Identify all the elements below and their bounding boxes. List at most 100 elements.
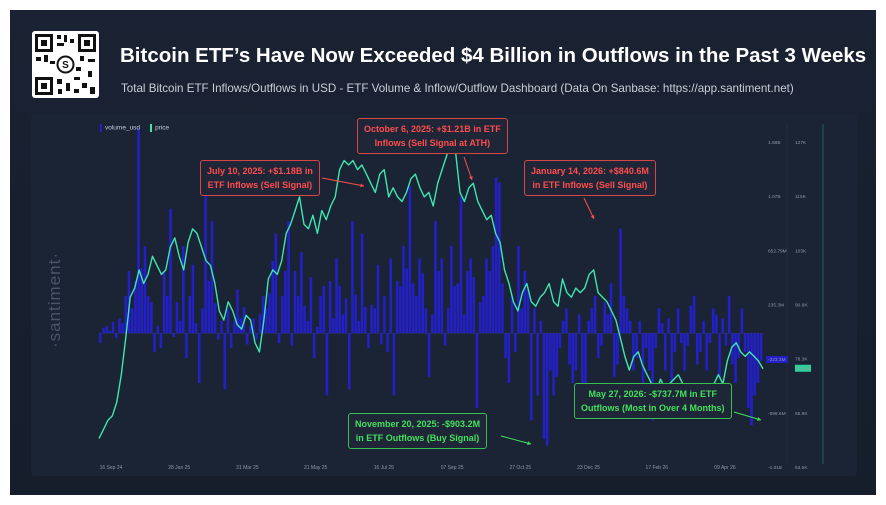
x-tick-label: 16 Jul 25 bbox=[374, 465, 395, 471]
volume-bar bbox=[705, 333, 709, 371]
annotation-january-2026: January 14, 2026: +$840.6M in ETF Inflow… bbox=[524, 160, 656, 196]
volume-bar bbox=[408, 186, 412, 334]
volume-axis-tick: -599.6M bbox=[768, 411, 786, 417]
volume-bar bbox=[558, 333, 562, 349]
volume-bar bbox=[146, 295, 150, 334]
volume-bar bbox=[258, 314, 262, 334]
volume-bar bbox=[536, 333, 539, 396]
annotation-january-line1: January 14, 2026: +$840.6M bbox=[531, 166, 649, 176]
legend-swatch-volume bbox=[100, 124, 102, 132]
volume-bar bbox=[529, 333, 533, 421]
qr-code-graphic: S bbox=[35, 34, 96, 95]
volume-bar bbox=[635, 333, 638, 359]
santiment-watermark: ·santiment· bbox=[45, 251, 64, 349]
volume-bar bbox=[236, 289, 239, 334]
current-volume-label: -223.3M bbox=[768, 357, 786, 363]
volume-bar bbox=[568, 333, 571, 365]
volume-bar bbox=[338, 285, 341, 334]
volume-bar bbox=[731, 333, 734, 365]
volume-bar bbox=[609, 283, 613, 334]
volume-bar bbox=[443, 333, 447, 346]
volume-bar bbox=[539, 320, 543, 334]
volume-bar bbox=[114, 333, 118, 339]
volume-bar bbox=[249, 325, 252, 334]
volume-bar bbox=[290, 333, 294, 346]
volume-bar bbox=[459, 196, 463, 334]
volume-bar bbox=[501, 283, 504, 334]
annotation-october-line2: Inflows (Sell Signal at ATH) bbox=[374, 138, 491, 148]
volume-bar bbox=[185, 333, 188, 359]
price-axis-tick: 103K bbox=[795, 248, 807, 254]
annotation-october-2025: October 6, 2025: +$1.21B in ETF Inflows … bbox=[357, 118, 508, 154]
volume-bar bbox=[322, 285, 326, 334]
volume-bar bbox=[734, 333, 737, 384]
volume-bar bbox=[325, 333, 329, 396]
volume-bar bbox=[450, 246, 453, 334]
volume-bar bbox=[351, 221, 354, 334]
volume-bar bbox=[188, 295, 191, 334]
volume-bar bbox=[233, 320, 236, 334]
volume-bar bbox=[319, 295, 322, 334]
volume-bar bbox=[220, 320, 223, 334]
price-axis-tick: 78.3K bbox=[795, 357, 808, 363]
legend: volume_usd price bbox=[100, 124, 169, 132]
volume-bar bbox=[507, 333, 511, 384]
volume-bar bbox=[150, 302, 153, 334]
x-tick-label: 09 Apr 26 bbox=[714, 465, 736, 471]
arrow-october-head bbox=[469, 176, 473, 180]
volume-bar bbox=[344, 298, 348, 334]
volume-bar bbox=[667, 318, 670, 334]
volume-bar bbox=[711, 308, 715, 334]
volume-bar bbox=[456, 283, 460, 334]
current-price-label: 73.3K bbox=[797, 366, 810, 372]
volume-bar bbox=[695, 333, 699, 365]
volume-bar bbox=[392, 333, 396, 396]
volume-bar bbox=[178, 320, 182, 334]
volume-bar bbox=[491, 246, 495, 334]
volume-bar bbox=[280, 295, 284, 334]
volume-bar bbox=[370, 304, 373, 334]
volume-bar bbox=[99, 333, 102, 344]
arrow-october bbox=[463, 156, 473, 181]
volume-bar bbox=[574, 333, 578, 371]
volume-bar bbox=[156, 325, 160, 334]
volume-bar bbox=[140, 268, 144, 334]
chart-svg: 16 Sep 24 28 Jan 25 31 Mar 25 21 May 25 16 J… bbox=[98, 124, 824, 471]
volume-bar bbox=[277, 333, 281, 344]
volume-bar bbox=[367, 333, 370, 349]
volume-bar bbox=[644, 333, 648, 349]
legend-item-price[interactable]: price bbox=[150, 124, 169, 132]
volume-bar bbox=[750, 333, 753, 426]
volume-bar bbox=[616, 333, 619, 365]
volume-bar bbox=[143, 246, 147, 334]
volume-bar bbox=[434, 221, 437, 334]
legend-item-volume[interactable]: volume_usd bbox=[100, 124, 140, 132]
arrow-july-head bbox=[360, 183, 364, 188]
price-axis-tick: 53.5K bbox=[795, 465, 808, 471]
volume-bar bbox=[172, 333, 175, 337]
arrow-january-head bbox=[590, 215, 595, 219]
volume-bar bbox=[207, 280, 211, 334]
volume-bar bbox=[328, 280, 332, 334]
volume-bar bbox=[360, 233, 364, 334]
volume-bar bbox=[587, 320, 590, 334]
volume-bar bbox=[625, 308, 629, 334]
volume-bar bbox=[514, 333, 517, 352]
volume-bar bbox=[664, 333, 667, 371]
volume-bar bbox=[577, 314, 581, 334]
x-tick-label: 27 Oct 25 bbox=[509, 465, 531, 471]
volume-bar bbox=[759, 333, 763, 361]
volume-bar bbox=[121, 323, 124, 334]
volume-bar bbox=[395, 280, 399, 334]
volume-bar bbox=[494, 177, 498, 334]
volume-bar bbox=[657, 308, 661, 334]
arrow-november bbox=[500, 435, 532, 445]
x-tick-label: 16 Sep 24 bbox=[100, 465, 123, 471]
annotation-july-line1: July 10, 2025: +$1.18B in bbox=[207, 166, 313, 176]
annotation-january-line2: in ETF Inflows (Sell Signal) bbox=[532, 180, 648, 190]
volume-bar bbox=[373, 308, 377, 334]
volume-bar bbox=[226, 308, 230, 334]
volume-bar bbox=[105, 325, 108, 334]
volume-bar bbox=[552, 333, 555, 396]
volume-bar bbox=[747, 333, 750, 408]
